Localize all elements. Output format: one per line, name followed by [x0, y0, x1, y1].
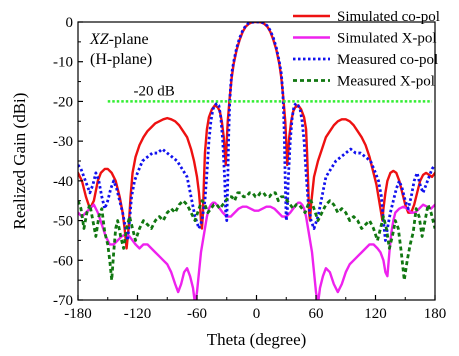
x-tick-label: -120 [124, 306, 152, 322]
y-tick-label: 0 [66, 15, 74, 31]
y-axis: 0 -10 -20 -30 -40 -50 -60 -70 [53, 15, 83, 309]
y-tick-label: -60 [53, 253, 73, 269]
legend-label-simulated-co-pol: Simulated co-pol [337, 9, 440, 25]
x-tick-label: -60 [187, 306, 207, 322]
y-tick-label: -70 [53, 293, 73, 309]
legend-label-measured-x-pol: Measured X-pol [337, 74, 435, 90]
legend-label-simulated-x-pol: Simulated X-pol [337, 31, 437, 47]
y-tick-label: -20 [53, 94, 73, 110]
y-tick-label: -10 [53, 55, 73, 71]
x-axis-title: Theta (degree) [207, 330, 307, 349]
y-axis-title: Realized Gain (dBi) [10, 93, 29, 230]
x-tick-label: 180 [424, 306, 447, 322]
series-line-measured-x-pol [78, 191, 435, 282]
plane-annotation-prefix: XZ [89, 31, 110, 48]
y-tick-label: -50 [53, 214, 73, 230]
y-tick-label: -40 [53, 174, 73, 190]
plane-annotation-suffix: -plane [109, 31, 149, 48]
x-tick-label: 0 [253, 306, 261, 322]
legend: Simulated co-pol Simulated X-pol Measured … [293, 9, 440, 90]
series-line-measured-co-pol [78, 22, 435, 242]
plane-annotation: XZ-plane [89, 31, 149, 48]
legend-label-measured-co-pol: Measured co-pol [337, 52, 438, 68]
series-line-simulated-x-pol [78, 201, 435, 300]
x-tick-label: -180 [64, 306, 92, 322]
y-tick-label: -30 [53, 134, 73, 150]
series-line-simulated-co-pol [78, 22, 435, 250]
x-tick-label: 120 [364, 306, 387, 322]
x-tick-label: 60 [309, 306, 324, 322]
reference-line-label: -20 dB [134, 83, 175, 99]
plane-annotation-subtitle: (H-plane) [90, 51, 152, 68]
series-layer [78, 22, 435, 300]
x-axis: -180 -120 -60 0 60 120 180 [64, 295, 446, 322]
